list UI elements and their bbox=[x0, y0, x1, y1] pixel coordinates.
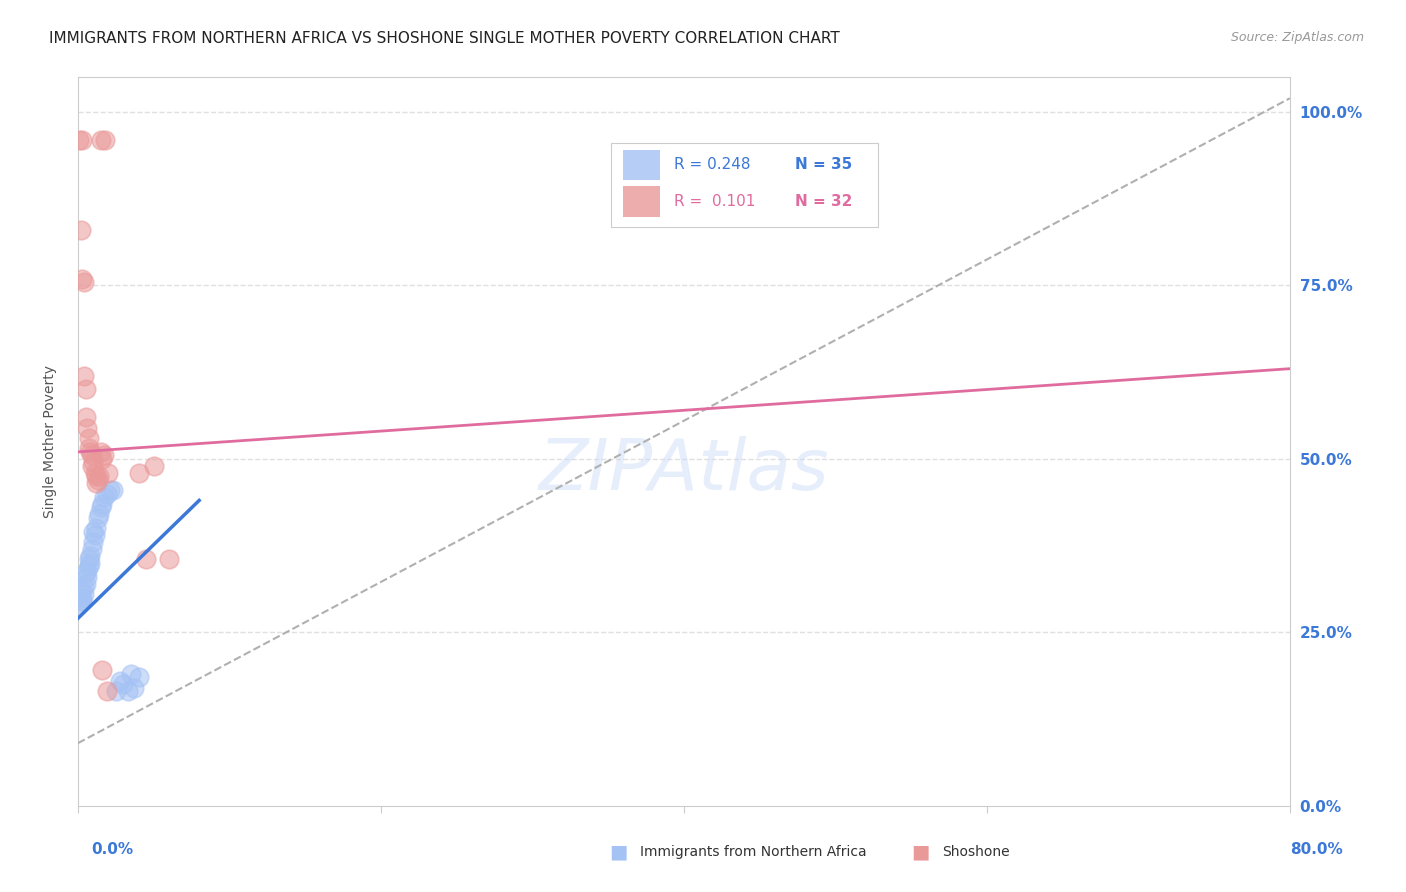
Point bbox=[73, 580, 96, 594]
Point bbox=[93, 449, 115, 463]
Point bbox=[75, 566, 97, 581]
Point bbox=[91, 451, 114, 466]
Point bbox=[70, 583, 93, 598]
Point bbox=[75, 383, 97, 397]
Text: ■: ■ bbox=[609, 842, 628, 862]
Text: N = 32: N = 32 bbox=[796, 194, 853, 209]
Text: ■: ■ bbox=[911, 842, 931, 862]
Point bbox=[91, 663, 114, 677]
FancyBboxPatch shape bbox=[623, 186, 659, 217]
Point bbox=[86, 510, 108, 524]
Point bbox=[128, 466, 150, 480]
Text: R = 0.248: R = 0.248 bbox=[675, 157, 751, 172]
Point bbox=[79, 445, 101, 459]
Point bbox=[90, 445, 112, 459]
Point bbox=[72, 133, 94, 147]
Point bbox=[77, 442, 100, 456]
Point bbox=[69, 598, 91, 612]
Point bbox=[82, 535, 104, 549]
Point bbox=[80, 541, 103, 556]
Point bbox=[77, 431, 100, 445]
Point bbox=[84, 476, 107, 491]
Point bbox=[77, 559, 100, 574]
Point bbox=[98, 483, 121, 497]
Point bbox=[86, 473, 108, 487]
Point bbox=[82, 524, 104, 539]
Point bbox=[84, 521, 107, 535]
Point bbox=[83, 466, 105, 480]
Point bbox=[79, 549, 101, 563]
Point bbox=[69, 133, 91, 147]
Point bbox=[70, 594, 93, 608]
Point bbox=[135, 552, 157, 566]
Point bbox=[72, 271, 94, 285]
Point bbox=[70, 223, 93, 237]
Point bbox=[96, 486, 118, 500]
Text: Source: ZipAtlas.com: Source: ZipAtlas.com bbox=[1230, 31, 1364, 45]
Point bbox=[76, 420, 98, 434]
Point bbox=[80, 449, 103, 463]
Point bbox=[84, 469, 107, 483]
Point bbox=[72, 594, 94, 608]
Text: Shoshone: Shoshone bbox=[942, 845, 1010, 859]
Text: Immigrants from Northern Africa: Immigrants from Northern Africa bbox=[640, 845, 866, 859]
Text: R =  0.101: R = 0.101 bbox=[675, 194, 755, 209]
Point bbox=[110, 673, 132, 688]
Point bbox=[90, 500, 112, 515]
Point bbox=[89, 469, 111, 483]
Text: 80.0%: 80.0% bbox=[1289, 842, 1343, 856]
Point bbox=[91, 497, 114, 511]
Point bbox=[142, 458, 165, 473]
Point bbox=[112, 677, 135, 691]
Text: IMMIGRANTS FROM NORTHERN AFRICA VS SHOSHONE SINGLE MOTHER POVERTY CORRELATION CH: IMMIGRANTS FROM NORTHERN AFRICA VS SHOSH… bbox=[49, 31, 839, 46]
Point bbox=[104, 684, 127, 698]
Point bbox=[89, 508, 111, 522]
FancyBboxPatch shape bbox=[612, 143, 877, 227]
Point bbox=[94, 133, 117, 147]
Point bbox=[73, 368, 96, 383]
Point bbox=[73, 275, 96, 289]
Point bbox=[79, 556, 101, 570]
Point bbox=[101, 483, 124, 497]
Text: N = 35: N = 35 bbox=[796, 157, 852, 172]
Point bbox=[97, 466, 120, 480]
Text: 0.0%: 0.0% bbox=[91, 842, 134, 856]
Point bbox=[77, 552, 100, 566]
Point bbox=[82, 455, 104, 469]
Point bbox=[80, 458, 103, 473]
Point bbox=[75, 410, 97, 425]
Point bbox=[117, 684, 139, 698]
Point bbox=[73, 587, 96, 601]
Point bbox=[76, 570, 98, 584]
Text: ZIPAtlas: ZIPAtlas bbox=[538, 436, 830, 505]
Point bbox=[122, 681, 145, 695]
Point bbox=[75, 576, 97, 591]
Point bbox=[93, 490, 115, 504]
Point bbox=[72, 591, 94, 605]
Point bbox=[76, 563, 98, 577]
Point bbox=[83, 528, 105, 542]
Y-axis label: Single Mother Poverty: Single Mother Poverty bbox=[44, 365, 58, 518]
Point bbox=[90, 133, 112, 147]
Point bbox=[157, 552, 180, 566]
Point bbox=[120, 666, 142, 681]
FancyBboxPatch shape bbox=[623, 150, 659, 180]
Point bbox=[128, 670, 150, 684]
Point bbox=[96, 684, 118, 698]
